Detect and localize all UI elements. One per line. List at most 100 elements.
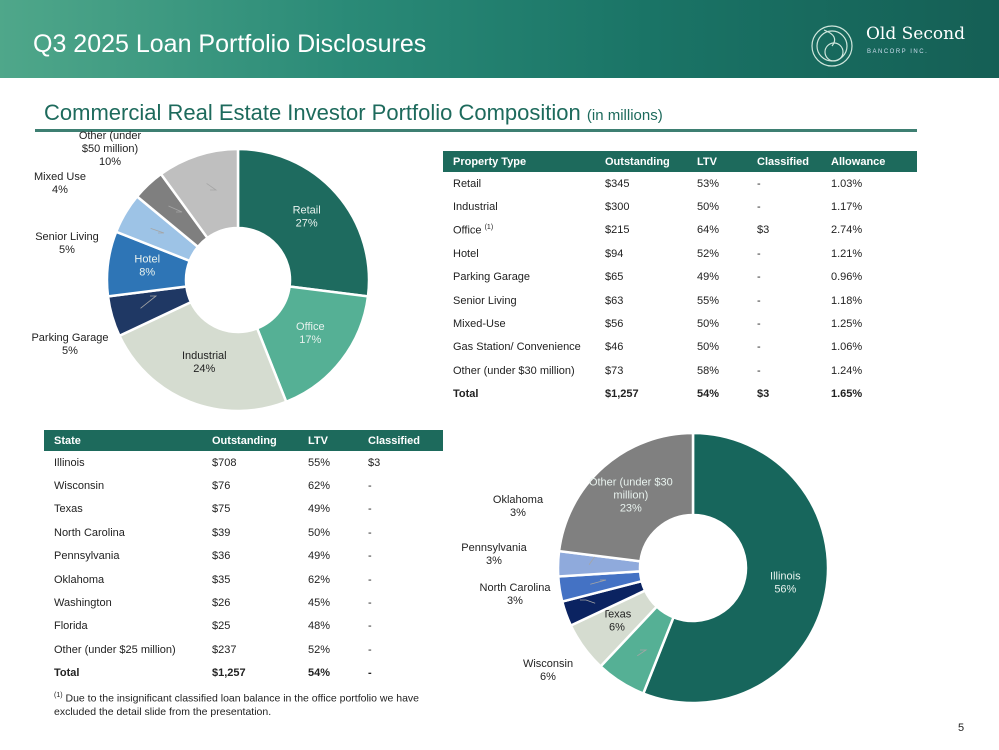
table-row: Mixed-Use $56 50% - 1.25%: [443, 312, 917, 335]
slice-label: Parking Garage 5%: [31, 332, 108, 357]
logo-emblem-icon: [811, 25, 853, 67]
slice-category: Pennsylvania: [461, 542, 527, 554]
table-cell: $25: [202, 615, 298, 638]
table-row: Other (under $30 million) $73 58% - 1.24%: [443, 359, 917, 382]
slice-percent: 6%: [609, 621, 625, 633]
table-cell: Other (under $25 million): [44, 638, 202, 661]
cell-text: 62%: [308, 573, 331, 586]
cell-text: Total: [453, 388, 479, 401]
pie-slice: [557, 431, 695, 563]
slice-category: million): [613, 489, 648, 501]
table-cell: Mixed-Use: [443, 312, 595, 335]
slice-percent: 3%: [510, 507, 526, 519]
slice-percent: 23%: [620, 502, 642, 514]
table-cell: -: [747, 312, 821, 335]
table-row: Office (1) $215 64% $3 2.74%: [443, 219, 917, 242]
table-row: Hotel $94 52% - 1.21%: [443, 242, 917, 265]
table-cell: -: [747, 336, 821, 359]
table-cell: 48%: [298, 615, 358, 638]
cell-text: Texas: [54, 503, 83, 516]
table-cell: 49%: [298, 498, 358, 521]
slice-percent: 17%: [299, 334, 321, 346]
table-cell: 1.06%: [821, 336, 917, 359]
footnote-text: Due to the insignificant classified loan…: [54, 692, 420, 718]
cell-text: -: [757, 364, 761, 377]
table-cell: $215: [595, 219, 687, 242]
table-row: Total $1,257 54% -: [44, 662, 443, 685]
cell-text: 50%: [697, 318, 720, 331]
cell-text: 58%: [697, 364, 720, 377]
slice-percent: 3%: [507, 595, 523, 607]
footnote: (1) Due to the insignificant classified …: [54, 689, 454, 719]
table-cell: 1.21%: [821, 242, 917, 265]
cell-text: -: [368, 643, 372, 656]
slice-label: Other (under $50 million) 10%: [79, 130, 142, 168]
table-cell: Parking Garage: [443, 266, 595, 289]
table-cell: $1,257: [202, 662, 298, 685]
slice-percent: 56%: [774, 584, 796, 596]
cell-text: $300: [605, 201, 630, 214]
table-cell: -: [358, 498, 443, 521]
table-cell: Illinois: [44, 451, 202, 474]
cell-text: Illinois: [54, 456, 85, 469]
table-row: Industrial $300 50% - 1.17%: [443, 195, 917, 218]
table-cell: Washington: [44, 591, 202, 614]
logo-subtitle: BANCORP INC.: [867, 49, 929, 55]
cell-text: $215: [605, 224, 630, 237]
table-cell: $3: [358, 451, 443, 474]
cell-text: 1.24%: [831, 364, 863, 377]
cell-text: $25: [212, 620, 231, 633]
cell-text: Senior Living: [453, 294, 517, 307]
column-header: Classified: [358, 430, 443, 451]
slice-category: Illinois: [770, 571, 801, 583]
table-cell: Oklahoma: [44, 568, 202, 591]
cell-text: 49%: [697, 271, 720, 284]
cell-text: Other (under $25 million): [54, 643, 176, 656]
cell-text: $63: [605, 294, 624, 307]
cell-text: Wisconsin: [54, 480, 105, 493]
leader-line: [150, 227, 165, 234]
slice-label: Mixed Use 4%: [34, 171, 86, 196]
section-title: Commercial Real Estate Investor Portfoli…: [44, 100, 663, 126]
cell-text: 50%: [308, 526, 331, 539]
cell-text: -: [368, 597, 372, 610]
state-table: State Outstanding LTV Classified Illinois $70…: [44, 430, 443, 685]
cell-text: 55%: [697, 294, 720, 307]
pie-slice: [236, 147, 371, 298]
table-cell: 62%: [298, 474, 358, 497]
company-logo: Old Second BANCORP INC.: [810, 22, 970, 70]
cell-text: Office: [453, 224, 482, 237]
table-cell: $73: [595, 359, 687, 382]
cell-text: $39: [212, 526, 231, 539]
table-row: Illinois $708 55% $3: [44, 451, 443, 474]
cell-text: -: [757, 294, 761, 307]
cell-text: 49%: [308, 503, 331, 516]
slice-percent: 3%: [486, 555, 502, 567]
cell-text: Gas Station/ Convenience: [453, 341, 581, 354]
slice-percent: 27%: [296, 217, 318, 229]
section-unit: (in millions): [586, 107, 663, 124]
cell-text: $237: [212, 643, 237, 656]
slice-label: Senior Living 5%: [35, 231, 99, 256]
cell-text: 1.18%: [831, 294, 863, 307]
table-cell: 1.65%: [821, 383, 917, 406]
cell-text: 52%: [308, 643, 331, 656]
slice-percent: 5%: [62, 345, 78, 357]
slice-category: Senior Living: [35, 231, 99, 243]
cell-text: Florida: [54, 620, 88, 633]
cell-text: $65: [605, 271, 624, 284]
table-cell: 54%: [298, 662, 358, 685]
cell-text: -: [757, 177, 761, 190]
table-cell: -: [358, 591, 443, 614]
table-cell: $237: [202, 638, 298, 661]
slice-label: North Carolina 3%: [480, 582, 552, 607]
table-cell: $56: [595, 312, 687, 335]
table-cell: $94: [595, 242, 687, 265]
table-row: Gas Station/ Convenience $46 50% - 1.06%: [443, 336, 917, 359]
cell-text: Other (under $30 million): [453, 364, 575, 377]
cell-text: $75: [212, 503, 231, 516]
table-cell: 1.24%: [821, 359, 917, 382]
cell-text: Industrial: [453, 201, 498, 214]
table-cell: Other (under $30 million): [443, 359, 595, 382]
